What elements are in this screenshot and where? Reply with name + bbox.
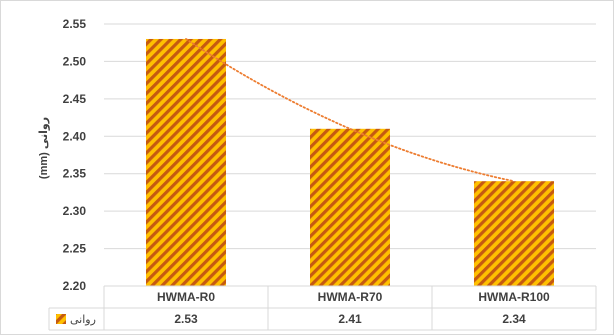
legend-swatch	[56, 314, 66, 324]
x-category-label: HWMA-R100	[478, 290, 550, 304]
x-category-label: HWMA-R70	[318, 290, 383, 304]
y-tick-label: 2.55	[63, 17, 87, 31]
trendline	[185, 38, 515, 183]
y-tick-label: 2.25	[63, 242, 87, 256]
data-table: HWMA-R0 HWMA-R70 HWMA-R100 2.53 2.41 2.34 روان…	[48, 285, 597, 331]
data-table-value: 2.53	[174, 312, 198, 326]
bar	[146, 38, 226, 286]
y-tick-label: 2.40	[63, 129, 87, 143]
y-tick-label: 2.30	[63, 204, 87, 218]
y-tick-label: 2.45	[63, 92, 87, 106]
bar	[474, 181, 554, 286]
x-category-label: HWMA-R0	[157, 290, 215, 304]
legend-series-name: روانی	[70, 313, 96, 326]
y-tick-label: 2.50	[63, 54, 87, 68]
y-tick-label: 2.20	[63, 279, 87, 293]
bar	[310, 128, 390, 286]
data-table-value: 2.41	[338, 312, 362, 326]
y-axis-ticks: 2.20 2.25 2.30 2.35 2.40 2.45 2.50 2.55	[63, 17, 87, 293]
y-tick-label: 2.35	[63, 167, 87, 181]
data-table-value: 2.34	[502, 312, 526, 326]
y-axis-label: (mm) روانی	[38, 117, 50, 179]
bars	[146, 38, 554, 286]
